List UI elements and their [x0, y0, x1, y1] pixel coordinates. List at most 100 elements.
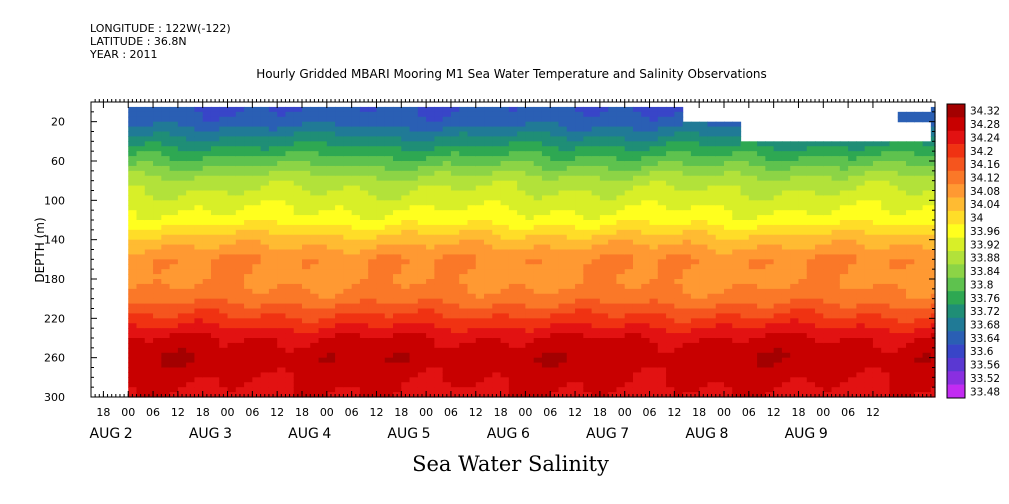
heatmap-cell — [575, 185, 584, 192]
heatmap-cell — [202, 111, 212, 118]
heatmap-cell — [707, 283, 717, 290]
heatmap-cell — [144, 298, 154, 305]
heatmap-cell — [343, 195, 353, 201]
heatmap-cell — [790, 362, 800, 369]
heatmap-cell — [624, 338, 634, 344]
heatmap-cell — [690, 318, 700, 324]
heatmap-cell — [302, 313, 311, 319]
heatmap-cell — [566, 215, 576, 221]
heatmap-cell — [467, 136, 477, 142]
heatmap-cell — [252, 200, 262, 206]
heatmap-cell — [210, 146, 220, 152]
heatmap-cell — [442, 328, 452, 334]
heatmap-cell — [740, 180, 750, 187]
heatmap-cell — [277, 254, 287, 260]
heatmap-cell — [724, 293, 733, 300]
heatmap-cell — [161, 318, 171, 324]
heatmap-cell — [517, 328, 527, 334]
heatmap-cell — [401, 195, 411, 201]
heatmap-cell — [293, 318, 303, 324]
heatmap-cell — [136, 338, 146, 344]
heatmap-cell — [368, 239, 378, 246]
heatmap-cell — [409, 205, 419, 211]
heatmap-cell — [508, 151, 518, 157]
heatmap-cell — [699, 131, 709, 138]
heatmap-cell — [277, 244, 287, 251]
heatmap-cell — [632, 387, 642, 393]
heatmap-cell — [128, 234, 138, 241]
heatmap-cell — [765, 151, 775, 157]
heatmap-cell — [235, 136, 245, 142]
heatmap-cell — [823, 259, 833, 265]
heatmap-cell — [426, 293, 435, 300]
heatmap-cell — [202, 362, 212, 369]
heatmap-cell — [773, 387, 783, 393]
heatmap-cell — [359, 136, 369, 142]
heatmap-cell — [666, 121, 675, 128]
heatmap-cell — [293, 328, 303, 334]
heatmap-cell — [368, 293, 378, 300]
heatmap-cell — [484, 328, 493, 334]
heatmap-cell — [583, 298, 593, 305]
heatmap-cell — [624, 239, 634, 246]
heatmap-cell — [244, 126, 253, 133]
heatmap-cell — [169, 377, 179, 383]
heatmap-cell — [285, 210, 295, 216]
heatmap-cell — [153, 234, 162, 241]
heatmap-cell — [541, 264, 551, 270]
heatmap-cell — [409, 342, 419, 349]
heatmap-cell — [467, 106, 477, 113]
heatmap-cell — [244, 298, 253, 305]
heatmap-cell — [285, 372, 295, 378]
heatmap-cell — [773, 234, 783, 241]
heatmap-cell — [575, 106, 584, 113]
heatmap-cell — [318, 210, 328, 216]
heatmap-cell — [459, 328, 469, 334]
heatmap-cell — [144, 283, 154, 290]
heatmap-cell — [666, 185, 675, 192]
heatmap-cell — [641, 185, 651, 192]
heatmap-cell — [649, 200, 659, 206]
heatmap-cell — [335, 259, 344, 265]
heatmap-cell — [757, 313, 766, 319]
heatmap-cell — [227, 367, 237, 374]
heatmap-cell — [508, 180, 518, 187]
heatmap-cell — [285, 111, 295, 118]
heatmap-cell — [417, 288, 427, 295]
heatmap-cell — [492, 293, 502, 300]
heatmap-cell — [525, 239, 535, 246]
heatmap-cell — [823, 205, 833, 211]
heatmap-cell — [343, 328, 353, 334]
heatmap-cell — [393, 338, 402, 344]
heatmap-cell — [244, 328, 253, 334]
heatmap-cell — [252, 357, 262, 364]
heatmap-cell — [351, 175, 361, 182]
heatmap-cell — [732, 121, 742, 128]
heatmap-cell — [690, 165, 700, 172]
heatmap-cell — [558, 347, 568, 354]
heatmap-cell — [376, 288, 386, 295]
heatmap-cell — [599, 288, 609, 295]
heatmap-cell — [244, 377, 253, 383]
heatmap-cell — [244, 313, 253, 319]
heatmap-cell — [219, 116, 229, 123]
heatmap-cell — [500, 288, 510, 295]
heatmap-cell — [790, 254, 800, 260]
heatmap-cell — [368, 200, 378, 206]
heatmap-cell — [657, 121, 667, 128]
heatmap-cell — [591, 195, 601, 201]
heatmap-cell — [343, 106, 353, 113]
heatmap-cell — [467, 156, 477, 162]
heatmap-cell — [384, 141, 394, 147]
heatmap-cell — [359, 175, 369, 182]
heatmap-cell — [219, 161, 229, 167]
heatmap-cell — [426, 141, 435, 147]
heatmap-cell — [682, 303, 692, 310]
heatmap-cell — [492, 220, 502, 226]
heatmap-cell — [541, 328, 551, 334]
heatmap-cell — [128, 274, 138, 280]
heatmap-cell — [161, 136, 171, 142]
heatmap-cell — [492, 333, 502, 339]
heatmap-cell — [136, 274, 146, 280]
heatmap-cell — [591, 210, 601, 216]
